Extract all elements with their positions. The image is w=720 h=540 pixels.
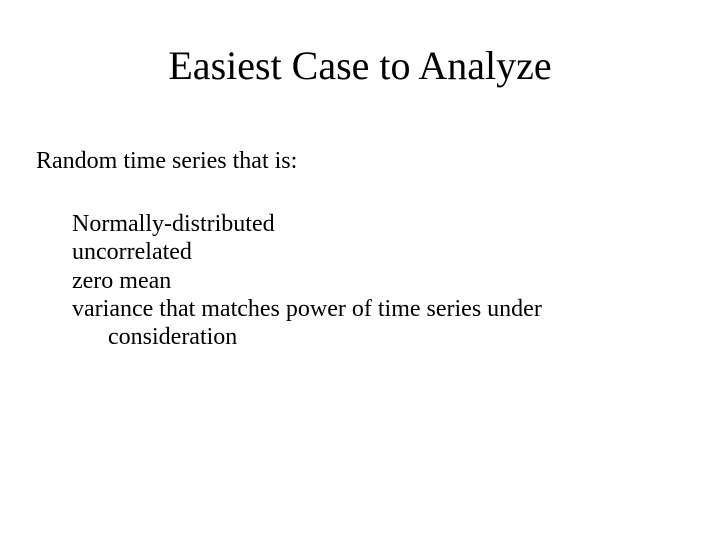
body-line-2: uncorrelated xyxy=(72,238,660,266)
slide-subtitle: Random time series that is: xyxy=(36,148,297,175)
slide: Easiest Case to Analyze Random time seri… xyxy=(0,0,720,540)
body-line-3: zero mean xyxy=(72,267,660,295)
body-line-4: variance that matches power of time seri… xyxy=(72,295,660,352)
body-line-1: Normally-distributed xyxy=(72,210,660,238)
slide-body: Normally-distributed uncorrelated zero m… xyxy=(72,210,660,352)
slide-title: Easiest Case to Analyze xyxy=(0,42,720,89)
